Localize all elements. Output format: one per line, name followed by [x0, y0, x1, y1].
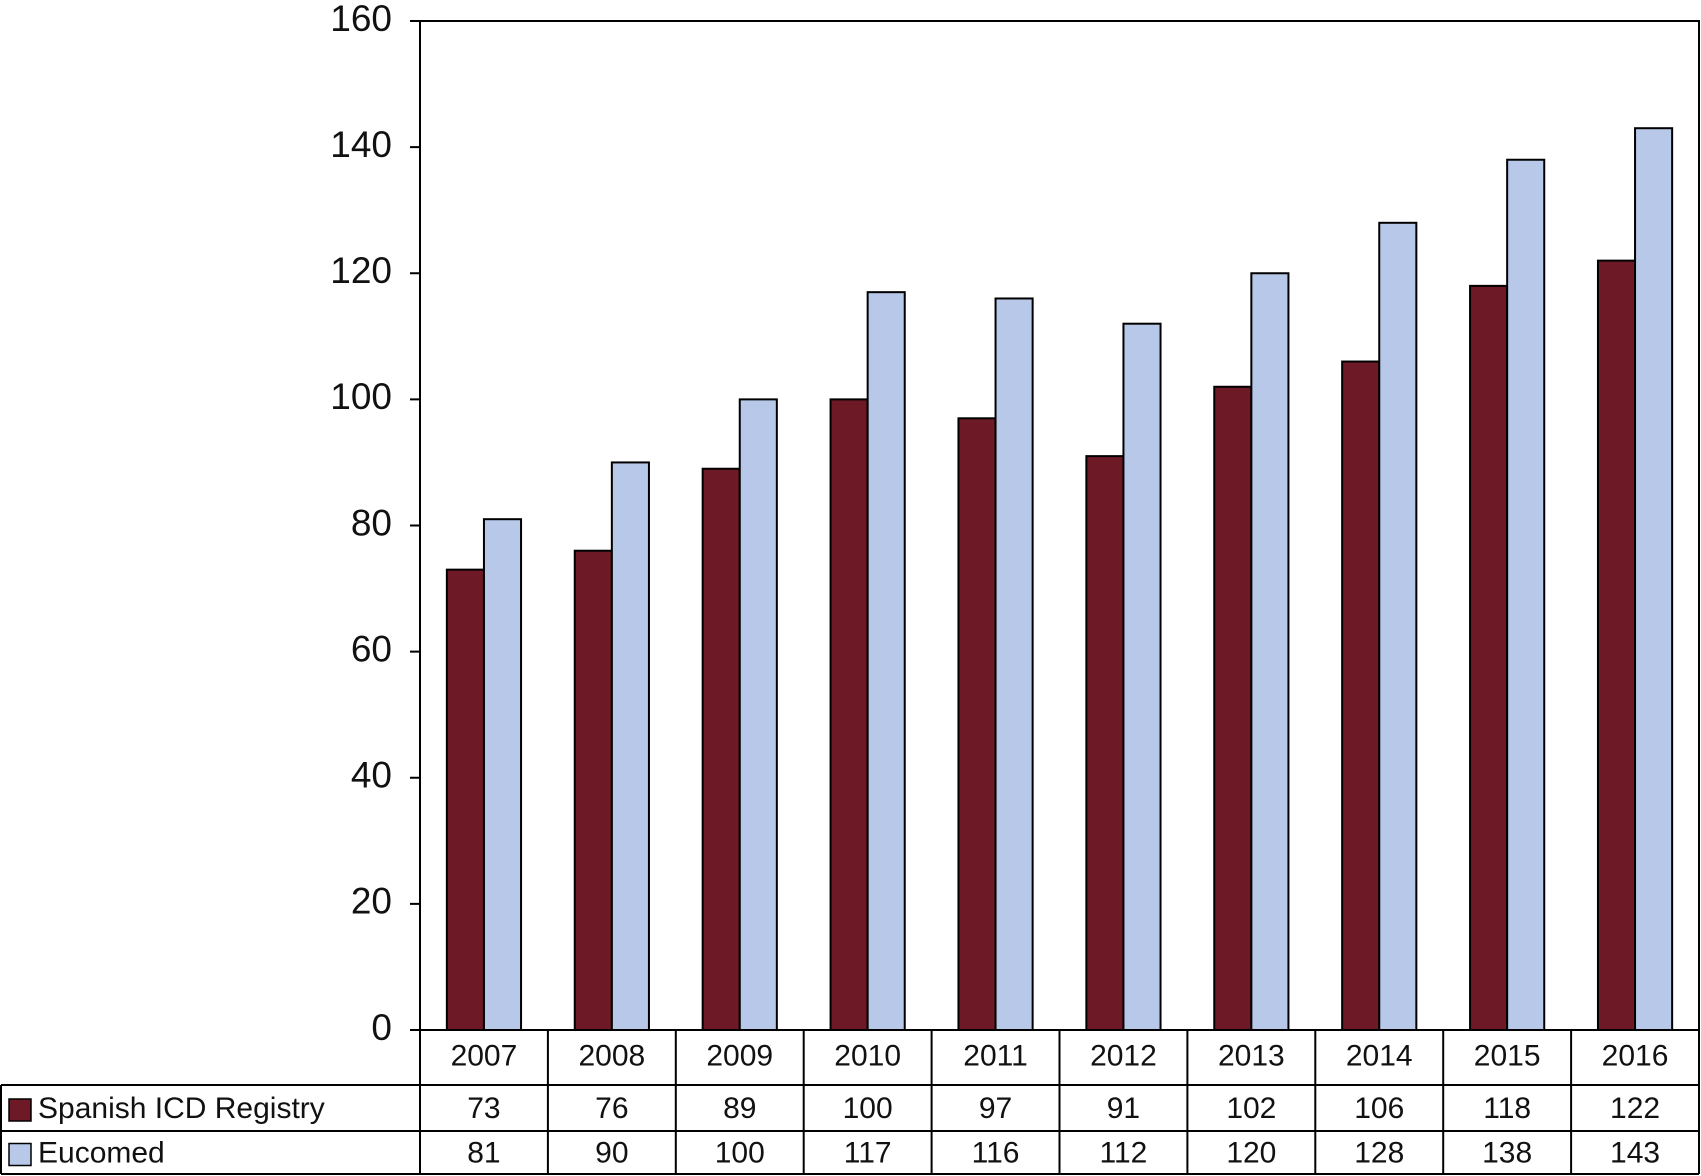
table-value: 97	[979, 1092, 1012, 1125]
x-tick-label: 2009	[706, 1039, 773, 1072]
y-tick-label: 0	[371, 1007, 392, 1048]
x-tick-label: 2015	[1474, 1039, 1541, 1072]
bar	[1378, 221, 1418, 1032]
bar	[1506, 158, 1546, 1032]
bar	[1250, 272, 1290, 1031]
table-value: 122	[1610, 1092, 1660, 1125]
y-tick-label: 160	[330, 0, 392, 39]
bar	[1596, 259, 1637, 1031]
x-tick-label: 2011	[963, 1039, 1028, 1072]
table-value: 76	[595, 1092, 628, 1125]
x-tick-label: 2007	[451, 1039, 518, 1072]
x-tick-label: 2016	[1602, 1039, 1669, 1072]
legend-swatch	[8, 1142, 32, 1167]
legend-label: Spanish ICD Registry	[38, 1092, 325, 1125]
y-tick-label: 20	[351, 881, 392, 922]
y-tick-label: 140	[330, 124, 392, 165]
bar	[1469, 284, 1509, 1031]
bar	[482, 518, 523, 1031]
table-value: 112	[1100, 1136, 1148, 1169]
bar	[610, 461, 650, 1031]
y-tick-label: 60	[351, 628, 392, 669]
y-tick-label: 100	[330, 376, 392, 417]
bar	[994, 297, 1034, 1032]
bar	[1634, 127, 1674, 1032]
bar	[738, 398, 778, 1031]
bar	[1341, 360, 1381, 1032]
bar	[866, 291, 906, 1031]
bar	[701, 467, 741, 1031]
table-value: 143	[1610, 1136, 1660, 1169]
table-value: 89	[723, 1092, 756, 1125]
table-value: 90	[595, 1136, 628, 1169]
bar	[445, 568, 485, 1031]
bar	[829, 398, 869, 1031]
legend-swatch	[8, 1098, 32, 1122]
x-tick-label: 2010	[834, 1039, 901, 1072]
y-tick-label: 40	[351, 755, 392, 796]
y-tick-label: 80	[351, 502, 392, 543]
table-value: 117	[844, 1136, 892, 1169]
table-value: 100	[715, 1136, 765, 1169]
legend-label: Eucomed	[38, 1136, 165, 1169]
table-value: 81	[467, 1136, 500, 1169]
table-value: 106	[1354, 1092, 1404, 1125]
x-tick-label: 2013	[1218, 1039, 1285, 1072]
table-value: 120	[1226, 1136, 1276, 1169]
table-value: 138	[1482, 1136, 1532, 1169]
x-tick-label: 2012	[1090, 1039, 1157, 1072]
bar	[1085, 455, 1125, 1032]
table-value: 100	[843, 1092, 893, 1125]
table-value: 128	[1354, 1136, 1404, 1169]
x-tick-label: 2008	[578, 1039, 645, 1072]
table-value: 102	[1226, 1092, 1276, 1125]
bar	[573, 549, 613, 1031]
x-tick-label: 2014	[1346, 1039, 1413, 1072]
bar	[1122, 322, 1162, 1031]
bar	[957, 417, 997, 1031]
table-value: 91	[1107, 1092, 1140, 1125]
table-value: 118	[1483, 1092, 1531, 1125]
table-value: 116	[972, 1136, 1020, 1169]
y-tick-label: 120	[330, 250, 392, 291]
bar	[1213, 385, 1253, 1031]
table-value: 73	[467, 1092, 500, 1125]
